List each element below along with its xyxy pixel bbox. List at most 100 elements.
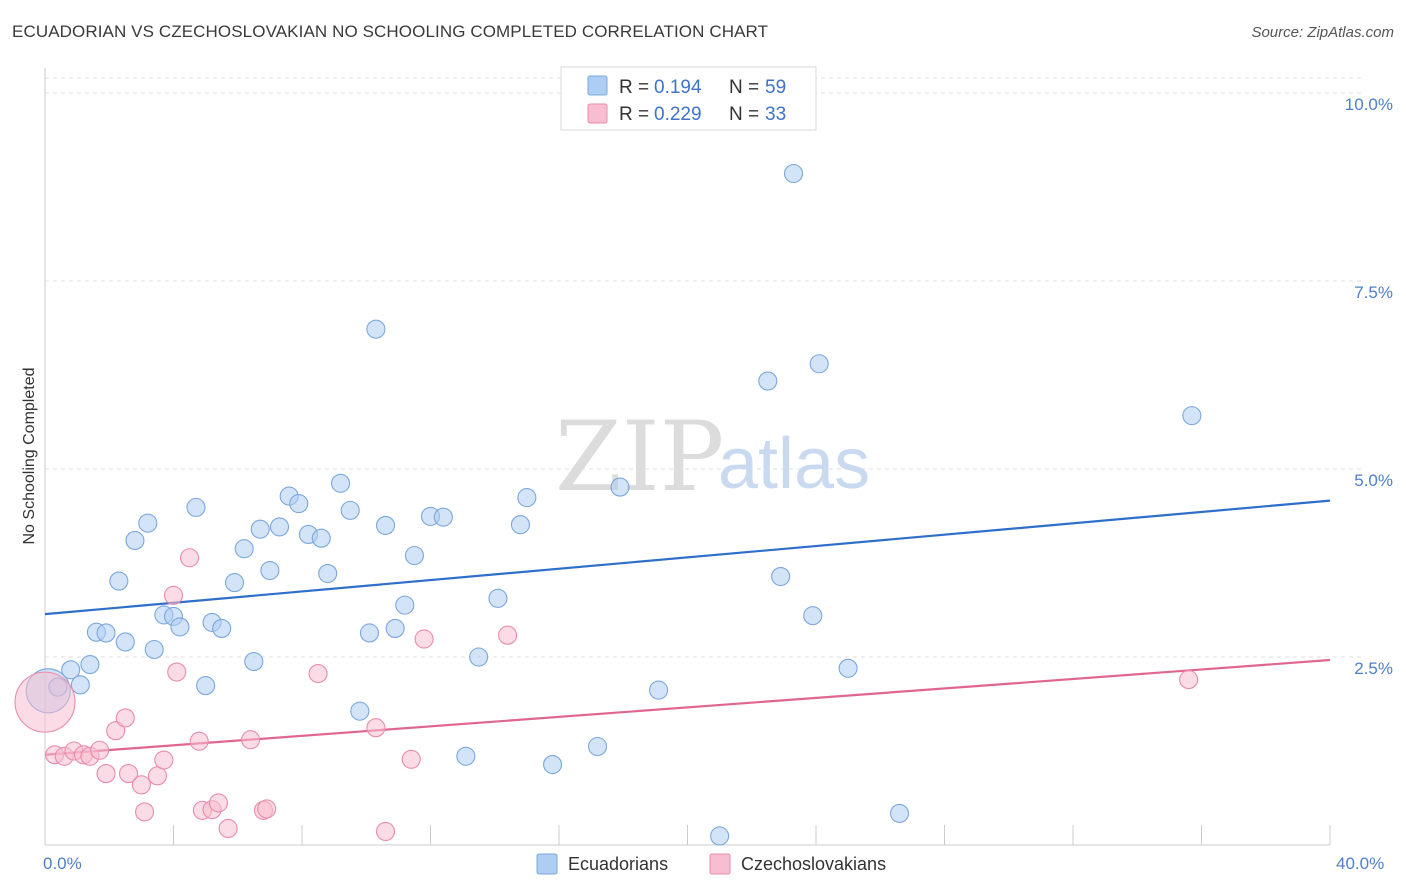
data-point-czechoslovakians: [90, 740, 110, 760]
data-point-ecuadorians: [196, 676, 216, 696]
data-point-ecuadorians: [318, 563, 338, 584]
data-point-ecuadorians: [758, 371, 778, 391]
chart-title: ECUADORIAN VS CZECHOSLOVAKIAN NO SCHOOLI…: [12, 22, 769, 41]
watermark: ZIP atlas: [555, 401, 870, 513]
legend-r-label-1: R =: [619, 104, 649, 125]
trend-line-ecuadorians: [44, 499, 1331, 616]
data-point-ecuadorians: [269, 517, 290, 537]
y-tick-label-3: 10.0%: [1345, 95, 1393, 114]
data-point-czechoslovakians: [308, 664, 328, 684]
legend-series-name-ecuadorians: Ecuadorians: [568, 854, 668, 874]
legend-r-label-0: R =: [619, 77, 649, 98]
trend-line-czechoslovakians: [44, 658, 1331, 756]
data-point-ecuadorians: [469, 647, 489, 667]
data-point-ecuadorians: [115, 632, 135, 652]
correlation-legend: R = 0.194 N = 59 R = 0.229 N = 33: [560, 66, 817, 131]
data-point-ecuadorians: [144, 639, 164, 660]
data-point-ecuadorians: [80, 654, 100, 675]
legend-swatch-ecuadorians: [587, 75, 608, 96]
legend-r-value-1: 0.229: [654, 104, 702, 125]
data-point-czechoslovakians: [14, 671, 76, 733]
data-point-ecuadorians: [771, 566, 791, 587]
data-point-czechoslovakians: [180, 548, 200, 568]
data-point-ecuadorians: [70, 675, 90, 695]
data-point-ecuadorians: [289, 494, 309, 514]
data-point-czechoslovakians: [498, 625, 518, 645]
data-point-ecuadorians: [96, 623, 116, 643]
data-point-ecuadorians: [543, 754, 563, 775]
data-point-ecuadorians: [244, 651, 264, 672]
data-point-ecuadorians: [803, 606, 823, 626]
data-point-ecuadorians: [433, 507, 453, 527]
source-credit: Source: ZipAtlas.com: [1251, 24, 1394, 41]
data-point-ecuadorians: [710, 826, 730, 846]
data-point-ecuadorians: [224, 573, 245, 593]
data-point-ecuadorians: [510, 515, 531, 535]
data-point-ecuadorians: [359, 623, 380, 643]
data-point-ecuadorians: [385, 618, 405, 638]
data-point-ecuadorians: [250, 519, 270, 539]
legend-n-value-0: 59: [765, 77, 786, 98]
data-point-czechoslovakians: [241, 730, 261, 750]
x-tick-label-min: 0.0%: [43, 854, 82, 873]
data-point-ecuadorians: [404, 545, 424, 566]
data-point-ecuadorians: [395, 595, 415, 615]
data-point-ecuadorians: [330, 473, 351, 493]
y-tick-label-1: 5.0%: [1354, 471, 1393, 490]
data-point-czechoslovakians: [257, 799, 277, 819]
data-point-ecuadorians: [311, 528, 331, 548]
data-point-ecuadorians: [889, 803, 910, 823]
y-axis-ticks: 2.5% 5.0% 7.5% 10.0%: [1345, 95, 1393, 678]
legend-swatch-bottom-czechoslovakians: [709, 853, 731, 875]
data-point-ecuadorians: [212, 618, 232, 638]
y-tick-label-0: 2.5%: [1354, 659, 1393, 678]
data-point-ecuadorians: [125, 530, 145, 551]
data-point-ecuadorians: [1182, 406, 1202, 426]
data-point-ecuadorians: [186, 497, 206, 517]
data-point-czechoslovakians: [189, 731, 209, 751]
data-point-ecuadorians: [61, 660, 81, 680]
legend-swatch-bottom-ecuadorians: [536, 853, 558, 875]
data-point-ecuadorians: [366, 319, 386, 339]
data-point-ecuadorians: [517, 488, 537, 508]
legend-series-name-czechoslovakians: Czechoslovakians: [741, 854, 886, 874]
data-point-ecuadorians: [260, 560, 280, 581]
legend-n-label-0: N =: [729, 77, 759, 98]
data-point-ecuadorians: [610, 477, 630, 497]
data-point-czechoslovakians: [154, 750, 174, 770]
data-point-ecuadorians: [488, 588, 508, 608]
data-point-czechoslovakians: [414, 629, 434, 649]
y-axis-label: No Schooling Completed: [21, 368, 38, 545]
series-legend: Ecuadorians Czechoslovakians: [536, 853, 886, 875]
legend-swatch-czechoslovakians: [587, 103, 608, 124]
data-point-ecuadorians: [350, 701, 370, 721]
x-tick-label-max: 40.0%: [1336, 854, 1384, 873]
data-point-czechoslovakians: [163, 585, 184, 605]
data-point-ecuadorians: [587, 736, 608, 757]
data-point-czechoslovakians: [106, 721, 126, 741]
data-point-czechoslovakians: [208, 793, 229, 813]
watermark-atlas: atlas: [718, 424, 870, 504]
data-point-ecuadorians: [340, 500, 360, 520]
legend-n-label-1: N =: [729, 104, 759, 125]
data-point-czechoslovakians: [135, 802, 155, 822]
data-point-czechoslovakians: [1179, 670, 1199, 690]
data-point-ecuadorians: [138, 513, 158, 533]
data-point-czechoslovakians: [96, 764, 116, 784]
data-point-czechoslovakians: [375, 821, 396, 842]
data-point-czechoslovakians: [401, 749, 421, 769]
data-point-ecuadorians: [109, 571, 129, 591]
data-point-czechoslovakians: [218, 818, 238, 839]
data-point-ecuadorians: [649, 680, 669, 700]
watermark-zip: ZIP: [555, 401, 724, 513]
data-point-czechoslovakians: [366, 718, 386, 738]
y-tick-label-2: 7.5%: [1354, 283, 1393, 302]
x-axis-ticks: 0.0% 40.0%: [43, 854, 1384, 873]
data-point-czechoslovakians: [167, 662, 187, 682]
data-point-ecuadorians: [234, 539, 254, 559]
legend-r-value-0: 0.194: [654, 77, 702, 98]
series-czechoslovakians-points: [14, 548, 1199, 842]
data-point-czechoslovakians: [115, 708, 135, 728]
gridlines: [45, 77, 1365, 658]
